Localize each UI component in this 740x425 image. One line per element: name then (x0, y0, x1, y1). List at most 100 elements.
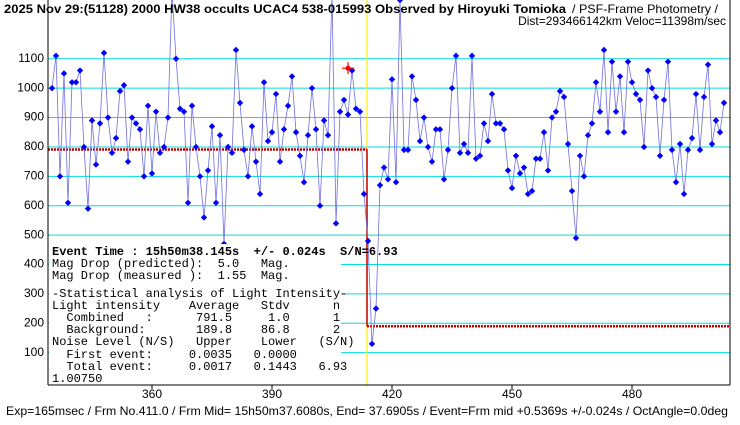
data-point (444, 146, 452, 154)
data-point (600, 46, 608, 54)
x-tick-label: 450 (502, 387, 522, 401)
data-point (336, 108, 344, 115)
data-point (312, 126, 320, 133)
y-tick-label: 800 (24, 139, 44, 153)
data-point (492, 120, 500, 127)
data-point (368, 340, 376, 348)
data-point (172, 55, 180, 62)
data-point (72, 79, 80, 86)
data-point (448, 84, 456, 92)
data-point (332, 220, 340, 227)
data-point (112, 134, 120, 142)
y-tick-label: 600 (24, 198, 44, 212)
data-point (140, 173, 148, 180)
data-point (100, 49, 108, 57)
data-point (224, 143, 232, 151)
data-point (88, 117, 96, 124)
data-point (316, 202, 324, 209)
data-point (388, 76, 396, 83)
data-point (384, 176, 392, 183)
data-point (92, 161, 100, 168)
chart-title: 2025 Nov 29:(51128) 2000 HW38 occults UC… (4, 2, 566, 16)
data-point (68, 79, 76, 86)
data-point (280, 126, 288, 133)
data-point (308, 84, 316, 92)
data-point (512, 152, 520, 159)
data-point (696, 146, 704, 154)
info-line: Total event: 0.0017 0.1443 6.93 (52, 360, 347, 374)
data-point (720, 99, 728, 107)
data-point (96, 120, 104, 127)
data-point (548, 114, 556, 121)
data-point (240, 146, 248, 154)
data-point (424, 143, 432, 151)
data-point (64, 199, 72, 206)
info-line: First event: 0.0035 0.0000 (52, 348, 297, 362)
data-point (480, 120, 488, 127)
data-point (176, 105, 184, 112)
info-line: 1.00750 (52, 372, 102, 386)
data-point (80, 143, 88, 151)
data-point (244, 173, 252, 180)
x-tick-label: 480 (622, 387, 642, 401)
data-point (460, 140, 468, 148)
data-point (428, 158, 436, 165)
y-tick-label: 1100 (18, 51, 44, 65)
data-point (212, 199, 220, 206)
data-point (352, 105, 360, 112)
info-line: Event Time : 15h50m38.145s +/- 0.024s S/… (52, 245, 398, 259)
info-text: Event Time : 15h50m38.145s +/- 0.024s S/… (52, 245, 398, 386)
data-point (116, 87, 124, 95)
y-tick-label: 200 (24, 315, 44, 329)
data-point (164, 114, 172, 121)
data-point (216, 131, 224, 139)
data-point (56, 173, 64, 180)
data-point (488, 90, 496, 98)
data-point (472, 155, 480, 162)
data-point (524, 190, 532, 198)
data-point (500, 126, 508, 133)
data-point (300, 179, 308, 186)
data-point (640, 143, 648, 151)
data-point (648, 84, 656, 92)
data-point (76, 67, 84, 74)
data-point (52, 52, 60, 60)
x-tick-label: 420 (382, 387, 402, 401)
data-point (484, 137, 492, 145)
data-point (656, 152, 664, 159)
data-point (452, 52, 460, 60)
highlight-marker-dot (345, 65, 351, 71)
data-point (320, 117, 328, 124)
data-point (412, 96, 420, 104)
data-point (552, 108, 560, 115)
info-line: Light intensity Average Stdv n (52, 299, 340, 313)
data-point (252, 158, 260, 165)
y-tick-label: 400 (24, 257, 44, 271)
data-point (664, 58, 672, 65)
data-point (468, 52, 476, 60)
data-point (48, 84, 56, 92)
data-point (684, 146, 692, 154)
data-point (436, 126, 444, 133)
data-point (136, 126, 144, 133)
data-point (572, 234, 580, 242)
data-point (608, 58, 616, 65)
data-point (516, 170, 524, 177)
data-point (200, 214, 208, 221)
data-point (520, 164, 528, 171)
data-point (128, 114, 136, 121)
info-line: Background: 189.8 86.8 2 (52, 323, 340, 337)
y-tick-label: 500 (24, 227, 44, 241)
data-point (104, 114, 112, 121)
data-point (196, 173, 204, 180)
data-point (716, 129, 724, 136)
data-point (380, 164, 388, 171)
data-point (208, 123, 216, 130)
y-tick-label: 100 (24, 345, 44, 359)
data-point (456, 149, 464, 157)
data-point (416, 137, 424, 145)
x-tick-label: 390 (262, 387, 282, 401)
data-point (288, 73, 296, 80)
data-point (616, 73, 624, 80)
data-point (304, 131, 312, 139)
